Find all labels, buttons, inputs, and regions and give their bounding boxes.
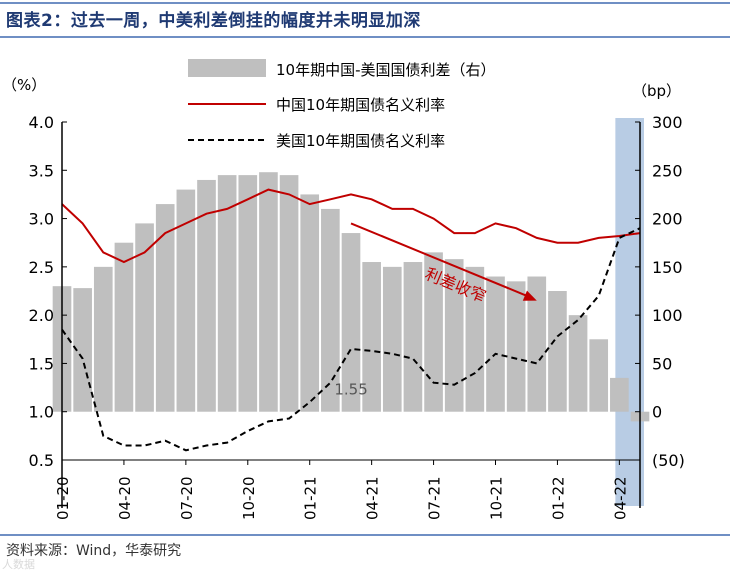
x-tick-label-1: 04-20 (116, 476, 134, 520)
legend-label-2: 美国10年期国债名义利率 (276, 132, 445, 150)
spread-bar-27 (610, 377, 629, 412)
spread-bar-22 (506, 281, 526, 412)
x-tick-label-5: 04-21 (364, 476, 382, 520)
x-tick-label-4: 01-21 (302, 476, 320, 520)
spread-bar-2 (93, 266, 113, 412)
left-tick-label-2: 1.5 (29, 354, 54, 373)
china-yield-line (61, 188, 641, 264)
x-tick-label-0: 01-20 (54, 476, 72, 520)
spread-bar-8 (217, 175, 237, 412)
spread-bar-18 (424, 252, 443, 412)
right-tick-label-2: 50 (652, 354, 672, 373)
spread-bar-17 (403, 262, 423, 412)
right-axis-label: （bp） (632, 82, 681, 100)
spread-bar-9 (238, 175, 258, 412)
narrowing-arrow-line (350, 222, 530, 298)
left-axis-label: （%） (2, 76, 46, 94)
spread-bar-4 (135, 223, 154, 412)
highlight-band (615, 118, 644, 506)
legend-label-1: 中国10年期国债名义利率 (276, 96, 445, 114)
right-tick-label-0: (50) (652, 451, 685, 470)
spread-bar-6 (176, 189, 196, 412)
left-tick-label-1: 1.0 (29, 403, 54, 422)
spread-bar-19 (444, 259, 464, 412)
footer-rule (0, 534, 730, 536)
spread-bar-24 (548, 291, 567, 412)
right-tick-label-3: 100 (652, 306, 683, 325)
spread-bar-13 (321, 208, 340, 412)
right-tick-label-4: 150 (652, 258, 683, 277)
x-tick-label-8: 01-22 (549, 476, 567, 520)
spread-bar-14 (341, 233, 361, 412)
spread-bar-21 (486, 276, 505, 412)
spread-bar-16 (382, 266, 402, 412)
x-tick-label-2: 07-20 (178, 476, 196, 520)
annotation-value: 1.55 (334, 380, 367, 398)
spread-bar-1 (73, 288, 92, 412)
x-tick-label-6: 07-21 (426, 476, 444, 520)
narrowing-arrow-head (522, 290, 537, 301)
right-tick-label-1: 0 (652, 403, 662, 422)
spread-bar-11 (279, 175, 299, 412)
left-tick-label-3: 2.0 (29, 306, 54, 325)
x-tick-label-7: 10-21 (488, 476, 506, 520)
left-tick-label-7: 4.0 (29, 113, 54, 132)
x-tick-label-3: 10-20 (240, 476, 258, 520)
spread-bar-26 (589, 339, 609, 412)
left-tick-label-5: 3.0 (29, 210, 54, 229)
spread-bar-10 (259, 172, 278, 412)
title-rule-bottom (0, 36, 730, 38)
left-tick-label-4: 2.5 (29, 258, 54, 277)
left-tick-label-0: 0.5 (29, 451, 54, 470)
spread-bar-12 (300, 194, 320, 412)
title-rule-top (0, 2, 730, 4)
chart: 0.5 1.0 1.5 2.0 2.5 3.0 3.5 4.0 （%） (50) 0 50 100 150… (2, 59, 685, 520)
watermark: 人数据 (2, 558, 35, 571)
spread-bar-23 (527, 276, 547, 412)
spread-bar-5 (155, 204, 175, 412)
source-note: 资料来源：Wind，华泰研究 (6, 543, 182, 559)
right-tick-label-7: 300 (652, 113, 683, 132)
right-tick-label-6: 250 (652, 161, 683, 180)
x-tick-label-9: 04-22 (611, 476, 629, 520)
spread-bar-7 (197, 179, 216, 412)
left-tick-label-6: 3.5 (29, 161, 54, 180)
us-yield-line (61, 227, 641, 452)
legend-label-0: 10年期中国-美国国债利差（右） (276, 61, 496, 79)
legend-swatch-spread (188, 59, 266, 77)
spread-bar-25 (568, 315, 588, 412)
page-title: 图表2：过去一周，中美利差倒挂的幅度并未明显加深 (6, 11, 421, 31)
spread-bar-15 (362, 262, 381, 412)
spread-bar-3 (114, 242, 134, 412)
right-tick-label-5: 200 (652, 210, 683, 229)
